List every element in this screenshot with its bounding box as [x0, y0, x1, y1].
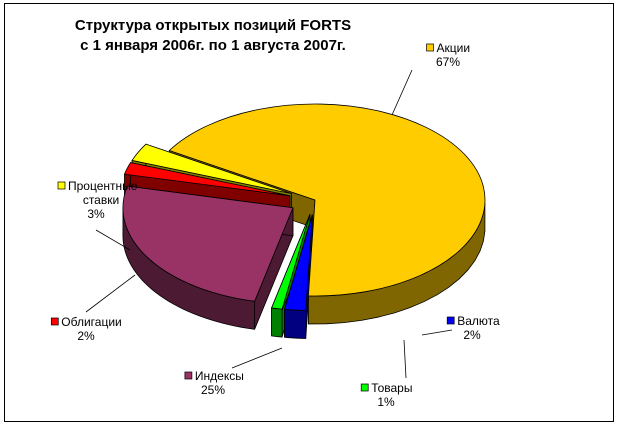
chart-title-line-2: с 1 января 2006г. по 1 августа 2007г.: [80, 37, 346, 54]
slice-percent-акции: 67%: [436, 55, 460, 69]
slice-name-процентные-ставки-1: ставки: [83, 193, 119, 207]
legend-swatch-товары: [360, 383, 369, 392]
slice-percent-процентные-ставки: 3%: [87, 207, 105, 221]
leader-line-акции: [391, 69, 413, 116]
slice-акции: [168, 103, 486, 297]
slice-labels: Акции67%Валюта2%Товары1%Индексы25%Облига…: [50, 41, 500, 409]
slice-percent-валюта: 2%: [463, 328, 481, 342]
slice-товары: [271, 214, 311, 310]
slice-side-товары-wall: [271, 307, 283, 338]
slice-процентные-ставки: [131, 143, 292, 195]
chart-title-line-1: Структура открытых позиций FORTS: [75, 17, 351, 34]
slice-percent-индексы: 25%: [201, 383, 225, 397]
chart-title: Структура открытых позиций FORTS с 1 янв…: [75, 17, 351, 54]
slice-name-индексы: Индексы: [195, 369, 244, 383]
leader-line-валюта: [421, 329, 453, 336]
leader-line-облигации: [85, 274, 136, 313]
slice-name-процентные-ставки: Процентные: [68, 179, 138, 193]
slice-облигации: [123, 162, 291, 197]
slice-индексы: [122, 185, 294, 302]
slice-name-товары: Товары: [371, 381, 412, 395]
legend-swatch-облигации: [50, 317, 59, 326]
slice-side-валюта-wall: [284, 308, 307, 339]
slice-name-облигации: Облигации: [61, 315, 121, 329]
leader-line-процентные-ставки: [95, 229, 131, 251]
slice-percent-облигации: 2%: [77, 329, 95, 343]
leader-line-индексы: [231, 347, 283, 369]
slice-name-валюта: Валюта: [457, 314, 500, 328]
slice-name-акции: Акции: [437, 41, 471, 55]
legend-swatch-валюта: [446, 316, 455, 325]
leader-lines: [85, 69, 453, 379]
legend-swatch-акции: [426, 43, 434, 52]
legend-swatch-индексы: [184, 371, 193, 380]
pie-slices: [122, 103, 486, 311]
slice-percent-товары: 1%: [377, 395, 395, 409]
slice-валюта: [283, 214, 313, 311]
legend-swatch-процентные-ставки: [57, 181, 66, 190]
leader-line-товары: [403, 339, 407, 379]
